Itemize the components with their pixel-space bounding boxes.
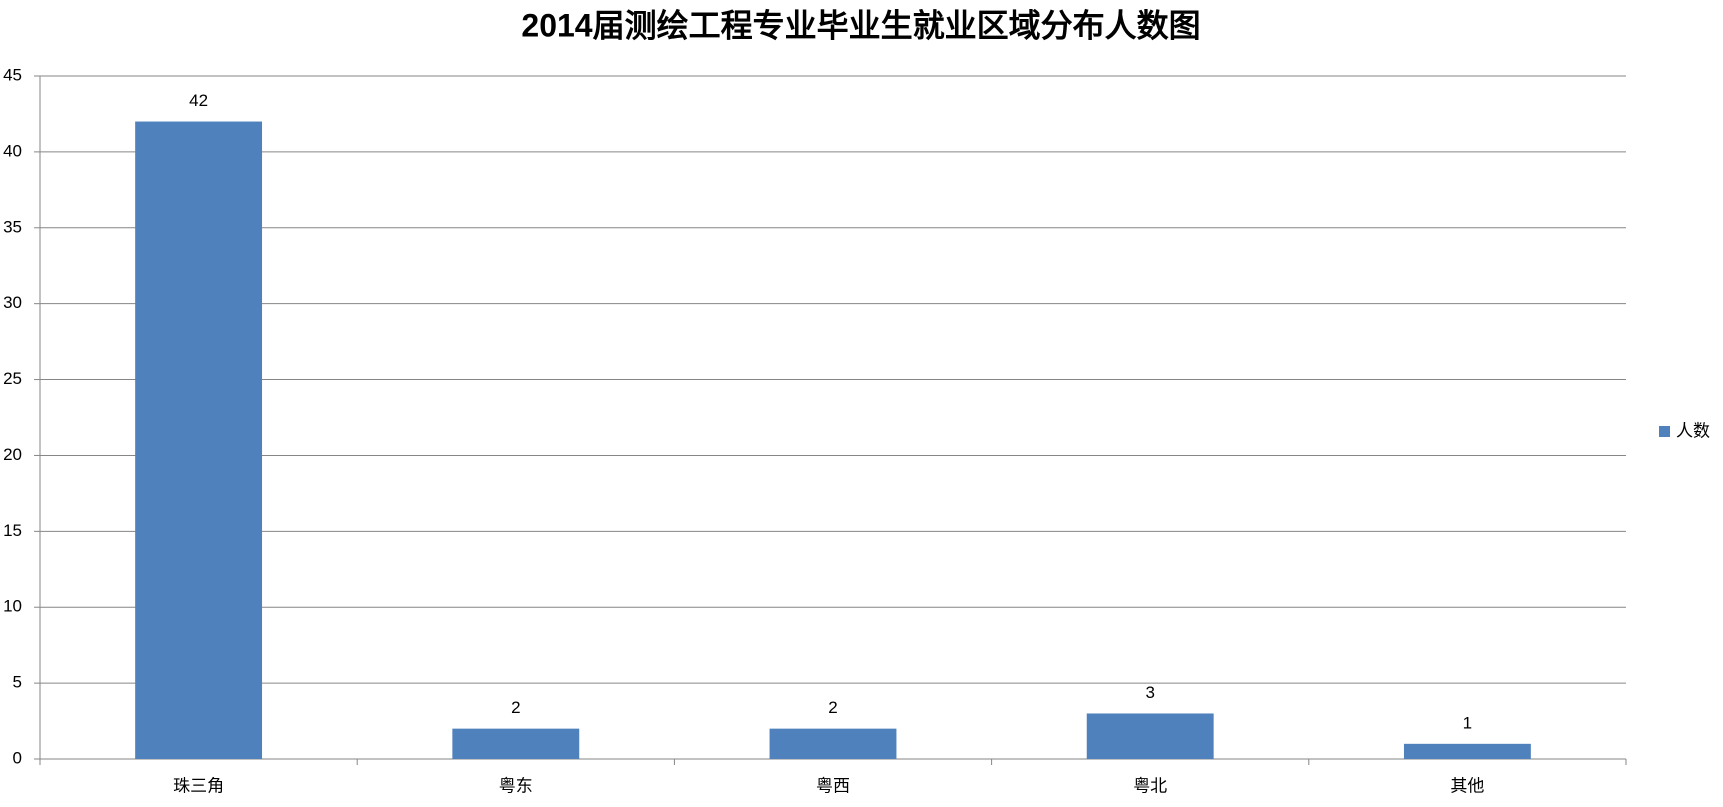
y-tick-label: 45 — [3, 65, 22, 84]
x-tick-label: 粤东 — [499, 776, 533, 795]
data-label: 2 — [828, 698, 837, 717]
y-tick-label: 20 — [3, 445, 22, 464]
bar — [452, 728, 580, 759]
data-label: 3 — [1145, 683, 1154, 702]
bar — [769, 728, 897, 759]
x-tick-label: 粤西 — [816, 776, 850, 795]
bar — [1086, 713, 1214, 759]
y-tick-label: 5 — [13, 673, 22, 692]
y-tick-label: 35 — [3, 217, 22, 236]
y-tick-label: 40 — [3, 141, 22, 160]
bar — [1403, 743, 1531, 759]
x-tick-label: 珠三角 — [173, 776, 224, 795]
y-tick-label: 15 — [3, 521, 22, 540]
data-label: 1 — [1463, 713, 1472, 732]
x-tick-label: 其他 — [1450, 776, 1484, 795]
y-tick-label: 0 — [13, 748, 22, 767]
y-tick-label: 30 — [3, 293, 22, 312]
data-label: 2 — [511, 698, 520, 717]
legend-swatch — [1659, 426, 1670, 437]
y-tick-label: 10 — [3, 597, 22, 616]
y-tick-label: 25 — [3, 369, 22, 388]
legend-label: 人数 — [1676, 421, 1710, 440]
chart-title: 2014届测绘工程专业毕业生就业区域分布人数图 — [521, 7, 1200, 43]
bar — [135, 121, 263, 760]
data-label: 42 — [189, 91, 208, 110]
x-tick-label: 粤北 — [1133, 776, 1167, 795]
